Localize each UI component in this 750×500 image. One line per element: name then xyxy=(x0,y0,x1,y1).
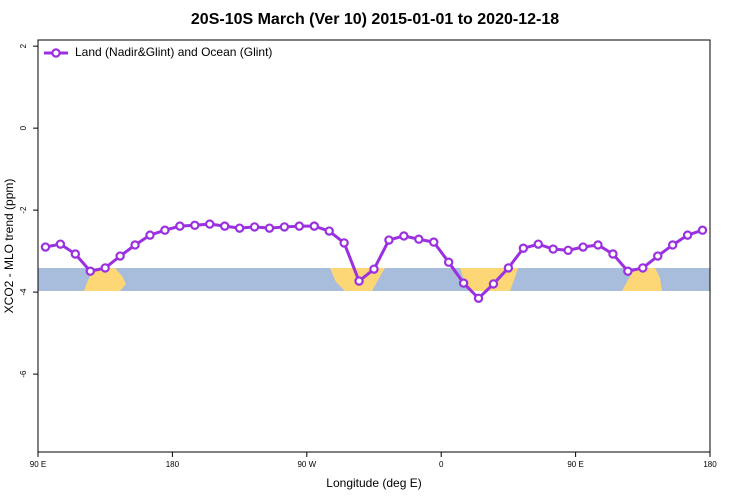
legend-marker xyxy=(51,48,61,58)
y-tick-label: -2 xyxy=(19,206,28,214)
land-patch xyxy=(622,268,662,291)
x-axis-label: Longitude (deg E) xyxy=(326,476,421,490)
point xyxy=(414,234,424,244)
y-tick-label: -6 xyxy=(19,370,28,378)
x-tick-label: 0 xyxy=(439,460,444,469)
point xyxy=(279,222,290,232)
x-tick-label: 90 E xyxy=(30,460,46,469)
point xyxy=(429,237,439,247)
point xyxy=(205,219,215,229)
point xyxy=(115,251,125,261)
point xyxy=(369,264,379,274)
y-tick-label: -4 xyxy=(19,288,28,296)
x-tick-label: 180 xyxy=(703,460,717,469)
map-strip xyxy=(38,268,710,291)
point xyxy=(533,239,543,249)
point xyxy=(548,244,558,254)
point xyxy=(40,242,51,252)
point xyxy=(399,231,409,241)
point xyxy=(638,263,648,273)
point xyxy=(563,245,573,256)
point xyxy=(294,221,305,231)
point xyxy=(234,223,245,233)
point xyxy=(354,276,364,286)
point xyxy=(70,249,81,259)
point xyxy=(667,240,678,250)
land-patch xyxy=(84,268,126,291)
point xyxy=(175,221,185,231)
point xyxy=(682,230,693,240)
point xyxy=(55,239,66,249)
point xyxy=(219,221,230,231)
x-tick-label: 90 W xyxy=(297,460,316,469)
point xyxy=(518,243,529,253)
point xyxy=(653,251,663,261)
point xyxy=(264,223,275,233)
point xyxy=(458,278,469,288)
point xyxy=(249,222,260,232)
point xyxy=(608,249,618,259)
y-tick-label: 0 xyxy=(19,125,28,130)
point xyxy=(190,220,200,230)
plot-frame xyxy=(37,39,711,453)
x-tick-label: 180 xyxy=(166,460,180,469)
point xyxy=(623,266,633,276)
point xyxy=(309,221,319,231)
y-tick-label: 2 xyxy=(19,43,28,48)
point xyxy=(473,293,484,303)
point xyxy=(324,226,334,236)
legend-label: Land (Nadir&Glint) and Ocean (Glint) xyxy=(75,45,272,59)
point xyxy=(384,235,394,245)
point xyxy=(593,240,603,250)
point xyxy=(488,279,499,289)
point xyxy=(145,230,155,240)
y-axis-label: XCO2 - MLO trend (ppm) xyxy=(2,179,16,314)
point xyxy=(578,242,588,252)
point xyxy=(100,263,110,273)
x-tick-label: 90 E xyxy=(567,460,583,469)
point xyxy=(503,263,514,273)
point xyxy=(130,240,140,250)
point xyxy=(443,257,454,267)
point xyxy=(85,266,95,276)
chart-title: 20S-10S March (Ver 10) 2015-01-01 to 202… xyxy=(191,11,559,28)
point xyxy=(339,238,349,248)
point xyxy=(697,225,708,235)
point xyxy=(160,225,170,235)
